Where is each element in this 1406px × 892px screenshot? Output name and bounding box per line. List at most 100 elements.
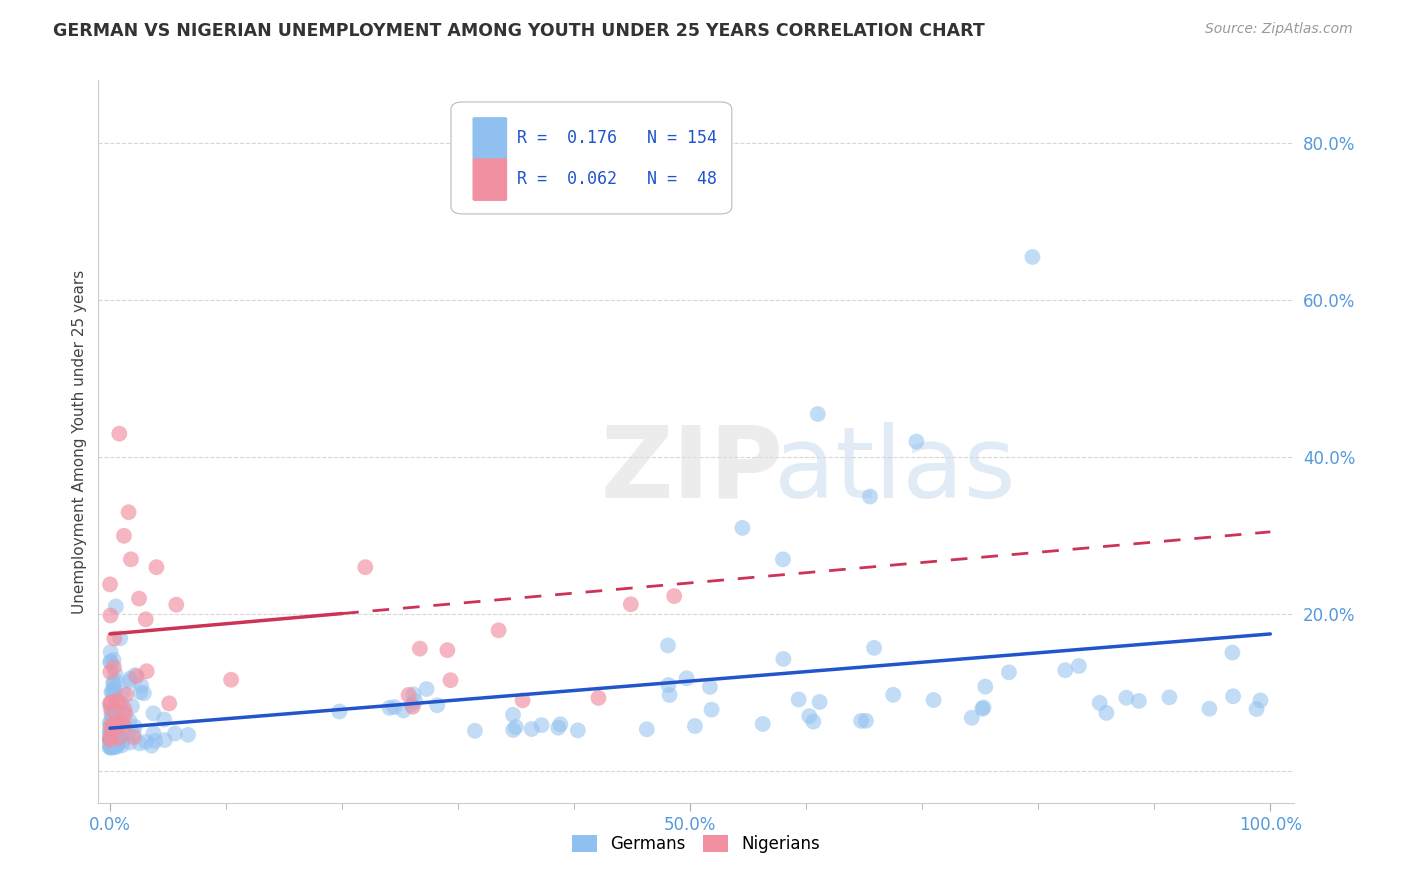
Point (863, 640, 886, 655)
Point (157, 697, 180, 711)
Point (124, 668, 146, 682)
Point (103, 716, 125, 731)
Point (103, 660, 125, 674)
Point (787, 692, 810, 706)
Point (402, 687, 425, 701)
Point (101, 684, 124, 698)
Point (112, 706, 135, 721)
Point (382, 700, 405, 714)
Point (143, 734, 166, 748)
Point (801, 714, 824, 729)
Point (104, 732, 127, 747)
Point (512, 693, 534, 707)
Text: atlas: atlas (773, 422, 1015, 519)
Point (98, 740, 121, 755)
Point (145, 560, 167, 574)
Point (98, 732, 121, 747)
Point (464, 723, 486, 738)
Point (103, 705, 125, 719)
Point (404, 694, 426, 708)
Point (104, 666, 127, 681)
Point (960, 711, 983, 725)
Point (103, 653, 125, 667)
Point (398, 688, 420, 702)
Point (100, 725, 122, 739)
Point (108, 426, 131, 441)
Point (392, 703, 415, 717)
Point (98, 577, 121, 591)
Point (124, 720, 146, 734)
Point (588, 690, 610, 705)
Point (1246, 702, 1268, 716)
Point (98, 728, 121, 742)
Point (100, 738, 122, 752)
Point (807, 407, 830, 421)
Point (98, 739, 121, 754)
Point (851, 714, 873, 728)
Point (107, 727, 129, 741)
Point (117, 505, 139, 519)
Point (103, 738, 125, 752)
Point (415, 681, 437, 696)
Point (100, 707, 122, 722)
Point (658, 688, 681, 702)
Point (683, 719, 706, 733)
Point (111, 715, 134, 730)
Point (107, 719, 129, 733)
Point (104, 599, 127, 614)
Point (100, 722, 122, 736)
Point (101, 737, 124, 751)
Point (620, 597, 643, 611)
Point (110, 632, 132, 646)
Text: R =  0.062   N =  48: R = 0.062 N = 48 (517, 170, 717, 188)
Point (108, 731, 131, 746)
Point (107, 731, 129, 746)
Point (752, 717, 775, 731)
Point (799, 709, 821, 723)
Point (100, 740, 122, 755)
Point (105, 739, 128, 754)
FancyBboxPatch shape (451, 102, 733, 214)
Point (859, 490, 882, 504)
Point (153, 713, 176, 727)
Point (547, 721, 569, 735)
Text: R =  0.176   N = 154: R = 0.176 N = 154 (517, 129, 717, 147)
Point (142, 726, 165, 740)
Point (974, 680, 997, 694)
Point (114, 702, 136, 716)
Point (111, 734, 134, 748)
Point (973, 700, 995, 714)
Point (772, 552, 794, 566)
Point (111, 698, 134, 712)
Point (505, 720, 527, 734)
Point (128, 591, 150, 606)
Point (378, 701, 401, 715)
Point (135, 612, 157, 626)
Point (998, 665, 1021, 680)
Point (128, 736, 150, 750)
Point (101, 720, 124, 734)
Y-axis label: Unemployment Among Youth under 25 years: Unemployment Among Youth under 25 years (72, 269, 87, 614)
Point (98, 726, 121, 740)
Point (401, 698, 423, 712)
Point (100, 695, 122, 709)
Point (436, 643, 458, 657)
Legend: Germans, Nigerians: Germans, Nigerians (565, 828, 827, 860)
FancyBboxPatch shape (472, 158, 508, 201)
Point (1249, 693, 1271, 707)
Point (103, 724, 125, 739)
Point (104, 740, 127, 755)
Point (108, 696, 131, 710)
Point (98, 723, 121, 737)
Text: GERMAN VS NIGERIAN UNEMPLOYMENT AMONG YOUTH UNDER 25 YEARS CORRELATION CHART: GERMAN VS NIGERIAN UNEMPLOYMENT AMONG YO… (53, 22, 986, 40)
Text: ZIP: ZIP (600, 422, 783, 519)
Point (882, 688, 904, 702)
Point (107, 715, 129, 730)
Point (101, 731, 124, 745)
Point (772, 652, 794, 666)
Point (135, 664, 157, 678)
Point (567, 723, 589, 738)
Point (153, 733, 176, 747)
Point (100, 724, 122, 739)
Point (98, 733, 121, 747)
